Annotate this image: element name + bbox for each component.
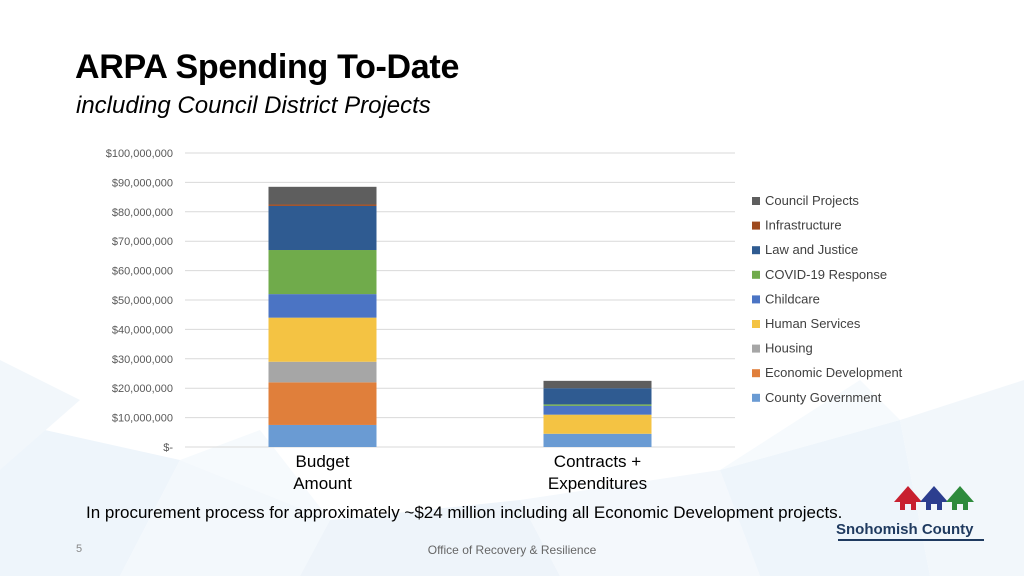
legend-swatch (752, 197, 760, 205)
bar-segment-county-government (268, 424, 377, 447)
bar-segment-council-projects (268, 186, 377, 205)
bar-segment-covid-19-response (268, 250, 377, 295)
x-category-label: Contracts + Expenditures (548, 452, 647, 493)
legend-swatch (752, 246, 760, 255)
legend-label: Human Services (765, 316, 861, 331)
logo-underline (838, 539, 984, 541)
bar-segment-law-and-justice (543, 388, 652, 405)
bar-segment-law-and-justice (268, 205, 377, 251)
legend-swatch (752, 393, 760, 402)
x-category-label: Budget Amount (293, 452, 352, 493)
footer-text: Office of Recovery & Resilience (427, 543, 597, 557)
legend-label: Law and Justice (765, 242, 858, 257)
legend-label: Economic Development (765, 365, 903, 380)
y-tick-label: $50,000,000 (112, 295, 173, 307)
stacked-bar-chart: $- $10,000,000 $20,000,000 $30,000,000 $40,0… (106, 148, 903, 493)
y-tick-label: $20,000,000 (112, 383, 173, 395)
y-tick-label: $80,000,000 (112, 207, 173, 219)
bar-segment-childcare (268, 294, 377, 318)
legend-swatch (752, 221, 760, 230)
legend-swatch (752, 295, 760, 304)
bar-segment-economic-development (268, 382, 377, 425)
legend-label: Housing (765, 341, 813, 356)
y-tick-label: $90,000,000 (112, 177, 173, 189)
bar-segment-covid-19-response (543, 404, 652, 406)
bar-segment-housing (268, 361, 377, 383)
legend-label: County Government (765, 390, 882, 405)
bar-segment-childcare (543, 405, 652, 415)
legend-swatch (752, 369, 760, 378)
legend-label: COVID-19 Response (765, 267, 887, 282)
legend-swatch (752, 320, 760, 328)
legend-label: Council Projects (765, 193, 859, 208)
slide-title: ARPA Spending To-Date (75, 48, 460, 86)
y-tick-label: $70,000,000 (112, 236, 173, 248)
procurement-note: In procurement process for approximately… (86, 503, 843, 522)
legend-label: Infrastructure (765, 218, 842, 233)
legend-swatch (752, 344, 760, 353)
slide-subtitle: including Council District Projects (76, 92, 431, 119)
y-tick-label: $- (163, 442, 173, 454)
legend-label: Childcare (765, 291, 820, 306)
bar-segment-county-government (543, 433, 652, 447)
slide-number: 5 (76, 543, 83, 555)
bar-segment-council-projects (543, 380, 652, 389)
y-tick-label: $10,000,000 (112, 413, 173, 425)
legend-swatch (752, 270, 760, 279)
y-tick-label: $60,000,000 (112, 266, 173, 278)
y-tick-label: $100,000,000 (106, 148, 173, 160)
bar-segment-infrastructure (268, 204, 377, 206)
y-tick-label: $40,000,000 (112, 324, 173, 336)
snohomish-county-logo-icon (894, 486, 974, 510)
y-tick-label: $30,000,000 (112, 354, 173, 366)
bar-segment-human-services (543, 414, 652, 434)
bar-segment-human-services (268, 317, 377, 362)
logo-text: Snohomish County (836, 521, 974, 538)
